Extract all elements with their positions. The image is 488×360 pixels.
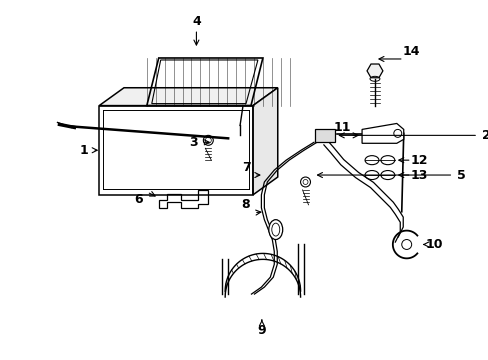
Text: 2: 2 — [481, 129, 488, 142]
Bar — [99, 105, 252, 195]
Text: 11: 11 — [333, 121, 350, 134]
Ellipse shape — [380, 171, 394, 180]
Text: 12: 12 — [410, 154, 427, 167]
Text: 13: 13 — [410, 168, 427, 181]
Text: 4: 4 — [192, 15, 201, 28]
Text: 10: 10 — [425, 238, 442, 251]
Ellipse shape — [268, 220, 282, 239]
Text: 5: 5 — [456, 168, 465, 181]
Polygon shape — [99, 88, 277, 105]
Text: 8: 8 — [241, 198, 250, 211]
Polygon shape — [252, 88, 277, 195]
Ellipse shape — [365, 156, 378, 165]
Polygon shape — [366, 64, 382, 78]
Text: 3: 3 — [189, 136, 197, 149]
Text: 7: 7 — [241, 161, 250, 174]
Ellipse shape — [380, 156, 394, 165]
Text: 6: 6 — [134, 193, 143, 206]
Text: 9: 9 — [257, 324, 265, 337]
Text: 1: 1 — [80, 144, 88, 157]
Text: 14: 14 — [402, 45, 420, 58]
Polygon shape — [361, 123, 403, 143]
Bar — [315, 129, 335, 142]
Ellipse shape — [365, 171, 378, 180]
